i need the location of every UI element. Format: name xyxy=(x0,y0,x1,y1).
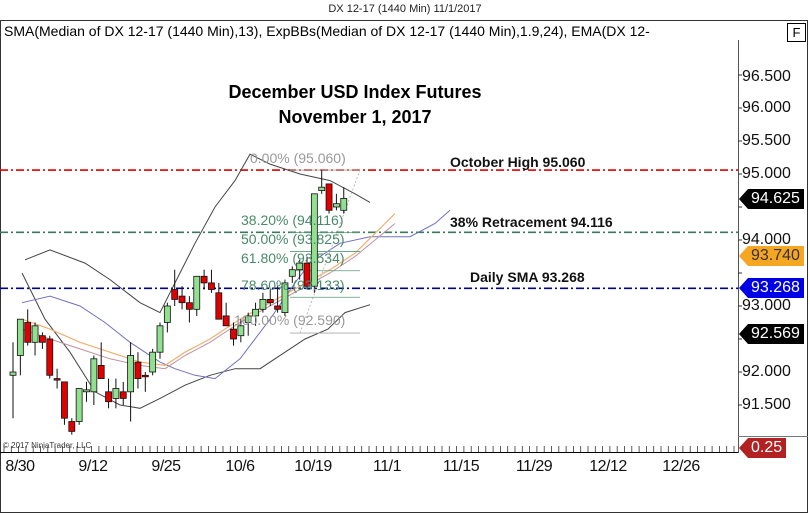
axis-separator xyxy=(738,436,808,437)
copyright-notice: © 2017 NinjaTrader, LLC xyxy=(3,441,92,450)
date-tick-9-25: 9/25 xyxy=(151,458,181,475)
price-axis-divider xyxy=(738,40,739,453)
fib-label-38: 38.20% (94.116) xyxy=(241,212,344,228)
fib-label-78: 78.60% (93.133) xyxy=(241,277,345,293)
price-tick-96500: 96.500 xyxy=(742,68,791,85)
chart-title-line1: December USD Index Futures xyxy=(228,82,482,102)
price-tick-95000: 95.000 xyxy=(742,165,791,182)
retracement-annotation: 38% Retracement 94.116 xyxy=(450,214,613,230)
window-titlebar: DX 12-17 (1440 Min) 11/1/2017 xyxy=(0,0,810,20)
fib-label-0: 0.00% (95.060) xyxy=(250,150,346,166)
fib-label-61: 61.80% (93.534) xyxy=(241,250,345,266)
daily-sma-annotation: Daily SMA 93.268 xyxy=(470,269,585,285)
last-price-tag: 94.625 xyxy=(739,189,804,209)
price-tick-95500: 95.500 xyxy=(742,132,791,149)
volume-indicator-tag: 0.25 xyxy=(738,438,787,458)
date-tick-10-19: 10/19 xyxy=(294,458,332,475)
f-button[interactable]: F xyxy=(787,23,806,42)
date-tick-12-26: 12/26 xyxy=(662,458,700,475)
chart-frame xyxy=(0,20,808,513)
ema-price-tag: 93.740 xyxy=(739,246,804,266)
chart-title-line2: November 1, 2017 xyxy=(278,107,432,127)
date-tick-10-6: 10/6 xyxy=(225,458,255,475)
price-tick-91500: 91.500 xyxy=(742,396,791,413)
date-tick-9-12: 9/12 xyxy=(78,458,108,475)
price-tick-93000: 93.000 xyxy=(742,297,791,314)
date-tick-11-29: 11/29 xyxy=(515,458,553,475)
date-axis-line xyxy=(0,452,738,453)
window-title: DX 12-17 (1440 Min) 11/1/2017 xyxy=(328,3,482,15)
fib-label-50: 50.00% (93.825) xyxy=(241,231,345,247)
date-tick-11-1: 11/1 xyxy=(373,458,401,475)
date-tick-12-12: 12/12 xyxy=(589,458,627,475)
lower-band-price-tag: 92.569 xyxy=(739,324,804,344)
indicator-legend: SMA(Median of DX 12-17 (1440 Min),13), E… xyxy=(4,23,650,39)
price-tick-96000: 96.000 xyxy=(742,99,791,116)
date-tick-8-30: 8/30 xyxy=(5,458,35,475)
october-high-annotation: October High 95.060 xyxy=(450,154,586,170)
fib-label-100: 100.00% (92.590) xyxy=(234,312,346,328)
price-tick-94000: 94.000 xyxy=(742,231,791,248)
date-tick-11-15: 11/15 xyxy=(442,458,480,475)
sma-price-tag: 93.268 xyxy=(739,278,804,298)
price-tick-92000: 92.000 xyxy=(742,363,791,380)
